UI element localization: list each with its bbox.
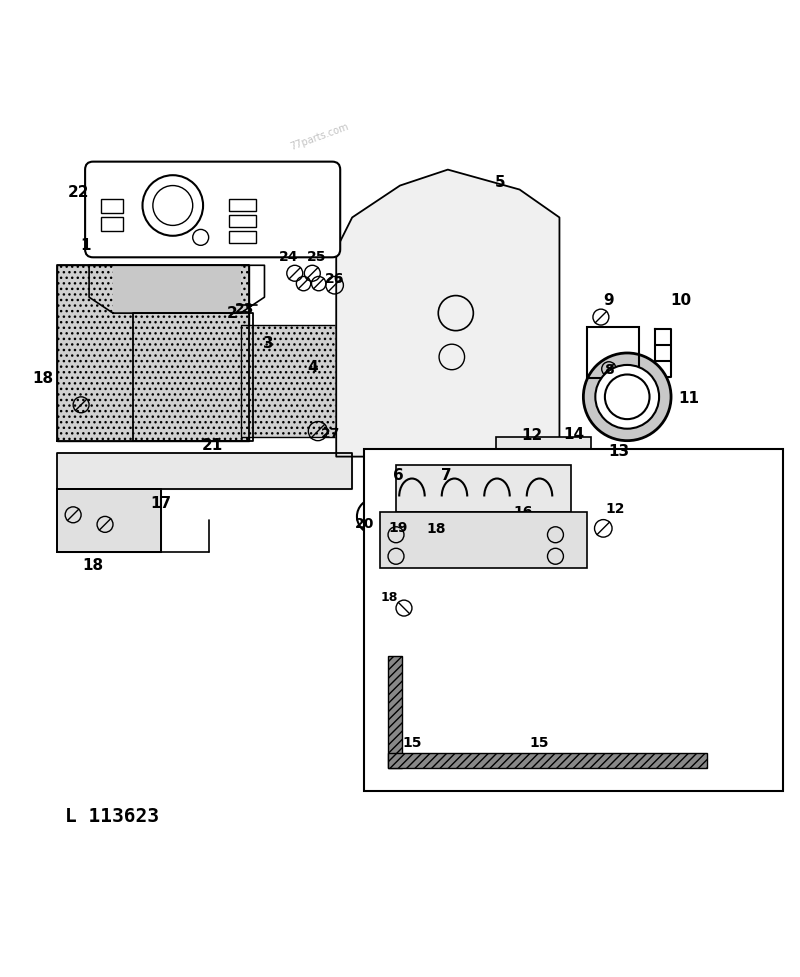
Text: 18: 18 xyxy=(82,558,104,573)
FancyBboxPatch shape xyxy=(85,161,340,257)
Bar xyxy=(364,448,782,791)
Polygon shape xyxy=(336,170,559,456)
Text: 5: 5 xyxy=(494,175,505,190)
Text: 16: 16 xyxy=(514,505,534,519)
Text: 25: 25 xyxy=(306,250,326,264)
Text: 27: 27 xyxy=(321,427,340,441)
Text: 20: 20 xyxy=(354,517,374,531)
Text: 13: 13 xyxy=(609,444,630,459)
Text: 14: 14 xyxy=(563,427,584,443)
Text: 18: 18 xyxy=(381,591,398,604)
Bar xyxy=(396,465,571,512)
Text: 3: 3 xyxy=(263,336,274,352)
Text: 1: 1 xyxy=(80,238,90,253)
Text: 2: 2 xyxy=(227,306,238,321)
Text: 8: 8 xyxy=(604,362,614,377)
Bar xyxy=(229,231,257,243)
Text: 18: 18 xyxy=(426,523,446,536)
Bar xyxy=(101,199,123,213)
Text: 12: 12 xyxy=(521,428,542,443)
Bar xyxy=(388,656,402,768)
Bar xyxy=(229,199,257,211)
Text: 7: 7 xyxy=(441,468,451,483)
Polygon shape xyxy=(57,452,352,488)
Text: 18: 18 xyxy=(32,371,54,387)
Bar xyxy=(229,215,257,227)
Text: 22: 22 xyxy=(68,185,90,200)
Text: 19: 19 xyxy=(389,521,408,534)
Text: 24: 24 xyxy=(278,250,298,264)
Text: 12: 12 xyxy=(606,502,625,517)
Text: 23: 23 xyxy=(235,302,254,316)
Text: 10: 10 xyxy=(670,292,691,308)
Text: 26: 26 xyxy=(325,272,344,286)
Text: 77parts.com: 77parts.com xyxy=(496,599,558,615)
Polygon shape xyxy=(57,488,161,552)
Circle shape xyxy=(366,508,382,525)
Bar xyxy=(57,266,249,441)
Bar xyxy=(241,325,352,437)
Text: 21: 21 xyxy=(202,438,223,452)
Bar xyxy=(101,217,123,231)
Bar xyxy=(57,488,161,552)
Text: 9: 9 xyxy=(603,292,614,308)
Bar xyxy=(113,266,241,313)
Circle shape xyxy=(583,353,671,441)
Bar xyxy=(380,512,587,569)
Text: 15: 15 xyxy=(530,736,550,750)
Bar xyxy=(388,753,707,768)
Circle shape xyxy=(595,365,659,429)
Text: 4: 4 xyxy=(307,361,318,375)
Text: L 113623: L 113623 xyxy=(65,807,159,826)
Text: 11: 11 xyxy=(678,391,699,405)
Text: 17: 17 xyxy=(150,495,171,511)
Circle shape xyxy=(153,186,193,226)
Text: 77parts.com: 77parts.com xyxy=(288,121,350,151)
Text: 15: 15 xyxy=(402,736,422,750)
Bar xyxy=(496,437,591,481)
Bar xyxy=(587,326,639,378)
Text: 6: 6 xyxy=(393,468,404,483)
